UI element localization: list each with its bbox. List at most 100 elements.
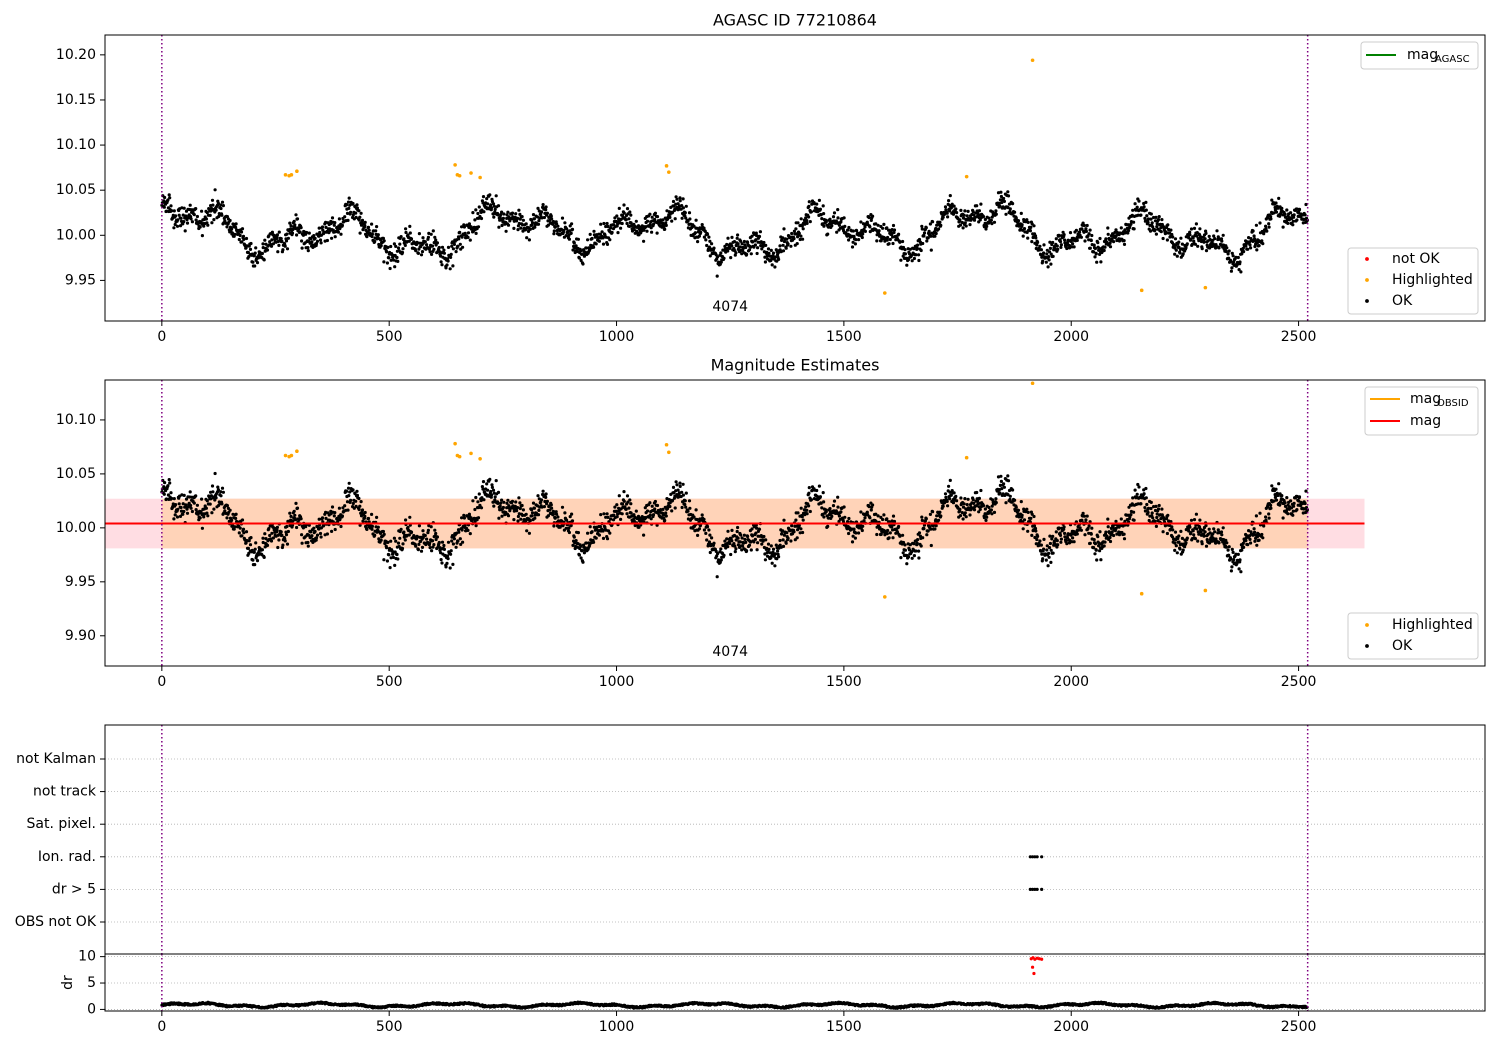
ok-point (330, 236, 334, 240)
ok-point (1291, 219, 1295, 223)
ok-point (385, 261, 389, 265)
ok-point (409, 237, 414, 241)
ok-point (912, 542, 916, 546)
ok-point (473, 218, 477, 222)
ok-point (1220, 533, 1224, 537)
ok-point (396, 541, 401, 545)
ok-point (739, 533, 743, 537)
ok-point (360, 218, 365, 222)
ok-point (796, 221, 800, 225)
ok-point (776, 549, 780, 553)
ok-point (516, 228, 520, 232)
ok-point (379, 538, 383, 542)
ok-point (807, 491, 811, 495)
ok-point (653, 211, 658, 215)
ok-point (449, 255, 453, 259)
ok-point (427, 524, 431, 528)
ok-point (1202, 240, 1206, 244)
ok-point (460, 528, 464, 532)
ok-point (500, 223, 504, 228)
ok-point (1093, 246, 1097, 251)
ok-point (537, 219, 541, 223)
ok-point (288, 511, 292, 515)
ok-point (444, 565, 448, 569)
ok-point (167, 193, 171, 197)
ok-point (1133, 202, 1137, 206)
ok-point (540, 216, 544, 220)
ok-point (914, 253, 918, 257)
ok-point (742, 533, 747, 537)
ok-point (817, 484, 822, 488)
ok-point (332, 514, 336, 518)
ok-point (168, 481, 172, 485)
ok-point (1056, 543, 1060, 547)
ok-point (403, 243, 407, 247)
ok-point (1204, 249, 1209, 253)
ok-point (1004, 212, 1008, 216)
ok-point (1119, 517, 1123, 521)
ok-point (430, 539, 435, 543)
ok-point (1062, 525, 1066, 529)
ok-point (1115, 532, 1119, 536)
ok-point (938, 510, 942, 514)
ok-point (925, 533, 929, 537)
ok-point (552, 232, 556, 236)
ok-point (347, 494, 351, 498)
ok-point (567, 237, 572, 241)
ok-point (680, 490, 684, 494)
x-tick-label: 1500 (826, 329, 862, 345)
ok-point (398, 242, 402, 246)
ok-point (488, 477, 492, 481)
ok-point (650, 230, 654, 234)
ok-point (609, 226, 613, 230)
ok-point (324, 516, 328, 521)
ok-point (234, 516, 238, 521)
ok-point (1198, 227, 1202, 231)
ok-point (624, 218, 628, 222)
ok-point (1274, 210, 1279, 214)
ok-point (1143, 509, 1147, 513)
ok-point (1078, 526, 1082, 530)
ok-point (962, 502, 966, 506)
ok-point (440, 245, 445, 249)
ok-point (1048, 534, 1052, 538)
ok-point (1151, 225, 1155, 229)
ok-point (702, 517, 706, 521)
ok-point (404, 230, 408, 235)
ok-point (1137, 199, 1141, 203)
ok-point (753, 537, 758, 542)
ok-point (1081, 511, 1085, 515)
ok-point (1153, 519, 1157, 523)
ok-point (385, 546, 389, 550)
ok-point (162, 492, 166, 496)
ok-point (1159, 230, 1163, 234)
ok-point (449, 252, 453, 256)
ok-point (736, 233, 740, 237)
ok-point (948, 497, 952, 501)
ok-point (1042, 547, 1046, 551)
ok-point (1221, 233, 1225, 237)
ok-point (429, 232, 433, 236)
ok-point (906, 555, 911, 559)
ok-point (292, 509, 296, 513)
ok-point (1026, 510, 1030, 514)
ok-point (684, 216, 688, 220)
ok-point (885, 517, 889, 521)
ok-point (460, 225, 464, 229)
ok-point (805, 508, 809, 512)
ok-point (929, 543, 933, 548)
ok-point (922, 234, 926, 238)
ok-point (458, 230, 462, 234)
ok-point (1227, 553, 1231, 557)
ok-point (458, 242, 462, 246)
ok-point (294, 501, 298, 505)
ok-point (347, 196, 351, 200)
ok-point (214, 496, 218, 500)
ok-point (843, 224, 847, 228)
ok-point (551, 513, 555, 517)
ok-point (525, 529, 529, 533)
ok-point (707, 540, 712, 544)
ok-point (998, 204, 1002, 208)
legend-marker (1365, 278, 1369, 282)
ok-point (642, 533, 646, 537)
